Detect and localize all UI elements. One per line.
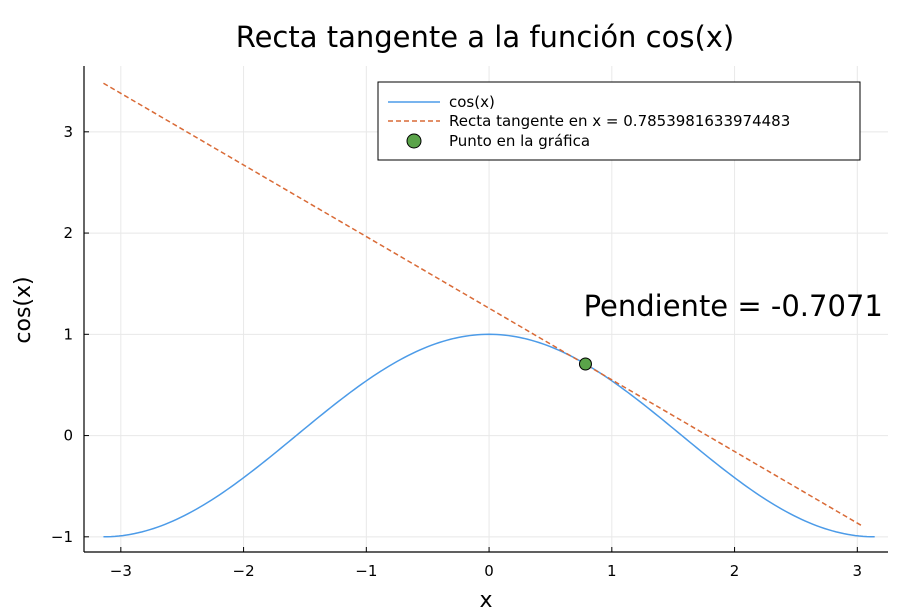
x-tick-label: 2 [730,562,740,580]
legend-swatch-point [406,133,422,149]
y-tick-label: 3 [63,123,73,141]
y-axis-label: cos(x) [11,276,36,343]
x-tick-label: 1 [607,562,617,580]
slope-annotation: Pendiente = -0.7071 [584,289,883,323]
y-tick-label: 1 [63,325,73,343]
x-tick-label: 3 [853,562,863,580]
legend: cos(x) Recta tangente en x = 0.785398163… [377,81,861,161]
legend-box [377,81,861,161]
x-tick-label: 0 [484,562,494,580]
legend-entry-point: Punto en la gráfica [449,132,590,150]
y-tick-label: 2 [63,224,73,242]
x-tick-label: −2 [233,562,255,580]
legend-entry-tangent: Recta tangente en x = 0.7853981633974483 [449,112,790,130]
series-point-marker [578,357,592,371]
series-plot-area [103,82,875,538]
series-cos-line [103,333,875,538]
series-tangent-line [103,82,864,528]
x-axis-label: x [479,588,492,613]
y-tick-label: 0 [63,427,73,445]
chart-title: Recta tangente a la función cos(x) [236,20,735,54]
y-tick-label: −1 [51,528,73,546]
x-tick-label: −3 [110,562,132,580]
legend-entry-cos: cos(x) [449,93,495,111]
x-tick-label: −1 [355,562,377,580]
ticks: −3 −2 −1 0 1 2 3 −1 0 1 2 3 [51,123,862,580]
axes [83,66,888,553]
